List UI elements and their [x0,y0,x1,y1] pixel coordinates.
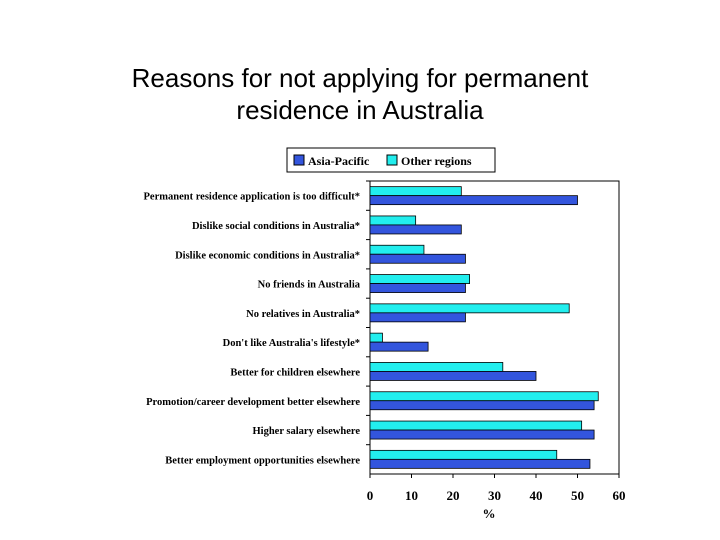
bar-other-regions-6 [369,362,504,372]
category-labels: Permanent residence application is too d… [144,180,370,466]
x-tick-label: 0 [367,488,374,503]
bar-asia-pacific-6 [369,371,537,381]
bar-asia-pacific-2 [369,253,466,264]
category-label: No relatives in Australia* [246,309,360,320]
category-label: Promotion/career development better else… [146,397,360,408]
slide-title-line-1: Reasons for not applying for permanent [131,63,589,93]
legend-label-asia-pacific: Asia-Pacific [308,154,370,168]
slide-title-line-2: residence in Australia [236,95,484,125]
bars [369,186,599,469]
x-tick-label: 60 [613,488,626,503]
bar-other-regions-3 [369,274,470,284]
bar-other-regions-2 [369,244,425,255]
category-label: Higher salary elsewhere [252,426,360,437]
legend: Asia-Pacific Other regions [286,147,496,173]
category-label: Better employment opportunities elsewher… [165,455,360,466]
bar-asia-pacific-7 [369,400,595,411]
bar-asia-pacific-0 [369,195,578,206]
x-tick-label: 20 [447,488,460,503]
x-axis-ticks: 0 10 20 30 40 50 60 [367,474,626,503]
x-axis-label: % [483,506,496,521]
bar-other-regions-7 [369,391,599,402]
legend-swatch-other-regions [386,154,398,166]
bar-other-regions-0 [369,186,462,197]
bar-asia-pacific-3 [369,283,466,293]
x-tick-label: 40 [530,488,543,503]
x-tick-label: 30 [488,488,501,503]
category-label: Better for children elsewhere [230,367,360,378]
bar-other-regions-1 [369,215,417,226]
category-label: Don't like Australia's lifestyle* [223,338,360,349]
bar-other-regions-4 [369,303,570,314]
bar-asia-pacific-9 [369,458,591,469]
bar-other-regions-9 [369,449,558,460]
legend-label-other-regions: Other regions [401,154,472,168]
category-label: Permanent residence application is too d… [144,192,361,203]
bar-asia-pacific-4 [369,312,466,323]
bar-asia-pacific-8 [369,429,595,440]
bar-other-regions-8 [369,420,583,431]
legend-swatch-asia-pacific [293,154,305,166]
category-label: Dislike economic conditions in Australia… [175,250,360,261]
bar-asia-pacific-1 [369,224,462,235]
x-tick-label: 10 [405,488,418,503]
x-tick-label: 50 [571,488,584,503]
slide-title: Reasons for not applying for permanent r… [0,62,720,126]
category-label: Dislike social conditions in Australia* [192,221,360,232]
bar-asia-pacific-5 [369,341,429,352]
legend-box [286,147,496,173]
category-label: No friends in Australia [258,280,361,291]
bar-other-regions-5 [369,332,383,343]
